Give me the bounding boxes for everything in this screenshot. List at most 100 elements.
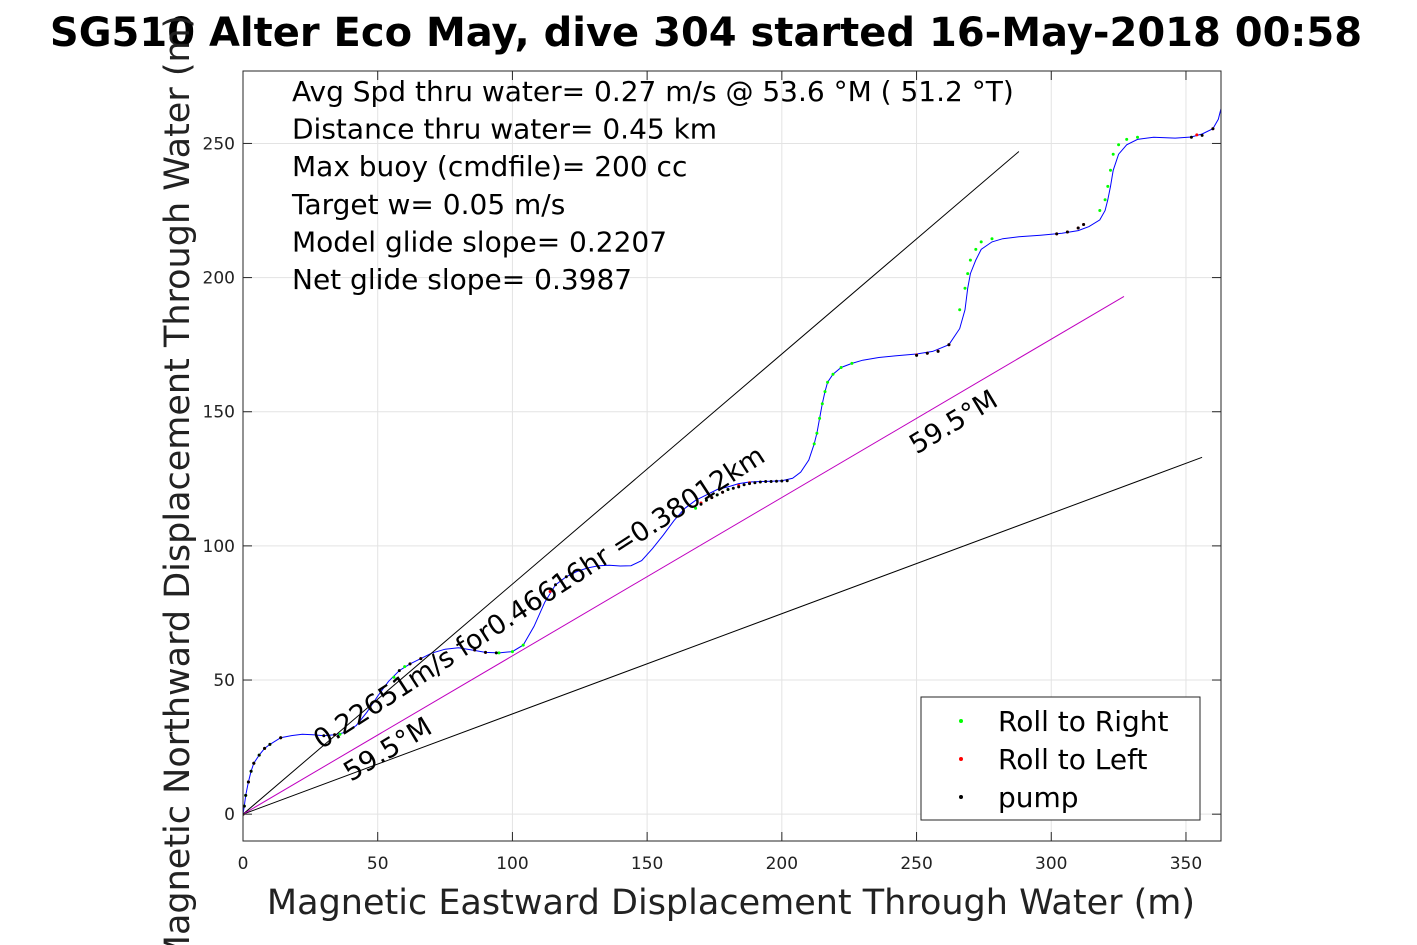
- pump-marker: [915, 353, 919, 357]
- plot-markers: [243, 127, 1215, 816]
- stat-line: Target w= 0.05 m/s: [291, 188, 565, 221]
- pump-marker: [397, 669, 401, 673]
- roll-right-marker: [510, 650, 514, 654]
- pump-marker: [473, 648, 477, 652]
- roll-right-marker: [958, 308, 962, 312]
- series-line-1: [243, 151, 1020, 815]
- roll-right-marker: [966, 272, 970, 276]
- pump-marker: [559, 579, 563, 583]
- roll-right-marker: [1109, 168, 1112, 172]
- pump-marker: [775, 479, 778, 483]
- series-line-2: [243, 456, 1203, 815]
- pump-marker: [484, 650, 487, 654]
- roll-right-marker: [818, 416, 822, 420]
- roll-left-marker: [548, 590, 552, 593]
- pump-marker: [554, 583, 557, 587]
- stat-line: Model glide slope= 0.2207: [292, 225, 667, 258]
- pump-marker: [1065, 230, 1069, 234]
- roll-right-marker: [497, 651, 501, 655]
- x-tick-label: 350: [1170, 854, 1202, 874]
- roll-right-marker: [403, 665, 407, 669]
- stats-block: Avg Spd thru water= 0.27 m/s @ 53.6 °M (…: [291, 75, 1014, 296]
- y-tick-label: 200: [203, 269, 235, 289]
- x-tick-label: 250: [900, 854, 932, 874]
- roll-right-marker: [812, 442, 816, 446]
- pump-marker: [257, 753, 261, 757]
- legend-swatch: [959, 795, 963, 799]
- roll-right-marker: [823, 390, 827, 394]
- pump-marker: [263, 746, 267, 750]
- pump-marker: [322, 734, 326, 738]
- pump-marker: [408, 662, 412, 666]
- pump-marker: [494, 651, 498, 655]
- stat-line: Distance thru water= 0.45 km: [292, 113, 717, 146]
- roll-right-marker: [815, 431, 819, 435]
- chart-title: SG510 Alter Eco May, dive 304 started 16…: [50, 10, 1362, 56]
- x-tick-label: 300: [1035, 854, 1067, 874]
- pump-marker: [721, 490, 725, 494]
- pump-marker: [737, 485, 741, 489]
- grid-lines: [242, 71, 1221, 841]
- x-tick-label: 0: [238, 854, 249, 874]
- roll-right-marker: [979, 240, 983, 244]
- legend-swatch: [959, 757, 963, 761]
- legend-swatch: [959, 719, 963, 723]
- roll-right-marker: [850, 361, 854, 365]
- pump-marker: [252, 761, 256, 765]
- y-tick-label: 50: [213, 671, 235, 691]
- pump-marker: [333, 733, 337, 737]
- pump-marker: [1189, 135, 1193, 139]
- y-tick-label: 250: [203, 134, 235, 154]
- pump-marker: [1211, 127, 1215, 131]
- plot-frame: [242, 70, 1222, 842]
- pump-marker: [1076, 226, 1080, 230]
- roll-right-marker: [338, 732, 342, 736]
- pump-marker: [769, 480, 773, 483]
- pump-marker: [279, 736, 283, 740]
- y-tick-label: 150: [203, 403, 235, 423]
- y-tick-label: 0: [224, 805, 235, 825]
- pump-marker: [780, 479, 784, 483]
- legend-box: [920, 696, 1201, 821]
- pump-marker: [925, 351, 929, 355]
- roll-right-marker: [392, 675, 396, 679]
- x-tick-label: 150: [631, 854, 663, 874]
- pump-marker: [710, 496, 714, 500]
- pump-marker: [753, 481, 757, 485]
- roll-right-marker: [694, 506, 698, 510]
- legend-entry: Roll to Left: [998, 743, 1147, 776]
- roll-left-marker: [1195, 133, 1199, 137]
- pump-marker: [704, 498, 708, 502]
- roll-right-marker: [826, 380, 830, 384]
- axis-ticks: 0 50 100 150 200 250 300 350 0 50 100 150 200 250: [203, 71, 1221, 874]
- pump-marker: [570, 572, 574, 576]
- pump-marker: [564, 575, 568, 579]
- roll-right-marker: [839, 366, 843, 369]
- roll-right-marker: [1103, 198, 1107, 202]
- stat-line: Avg Spd thru water= 0.27 m/s @ 53.6 °M (…: [292, 75, 1014, 108]
- pump-marker: [936, 349, 940, 353]
- pump-marker: [249, 769, 253, 773]
- pump-marker: [764, 480, 768, 483]
- x-tick-label: 50: [367, 854, 389, 874]
- y-tick-label: 100: [203, 537, 235, 557]
- pump-marker: [785, 479, 789, 483]
- pump-marker: [1055, 232, 1059, 236]
- roll-right-marker: [1125, 137, 1129, 141]
- roll-right-marker: [521, 643, 525, 647]
- x-tick-label: 100: [496, 854, 528, 874]
- roll-right-marker: [1098, 209, 1102, 212]
- pump-marker: [244, 793, 248, 797]
- roll-right-marker: [1117, 143, 1121, 147]
- legend-entry: Roll to Right: [998, 705, 1169, 738]
- roll-right-marker: [1111, 152, 1115, 156]
- pump-marker: [726, 488, 730, 491]
- y-axis-label: Magnetic Northward Displacement Through …: [158, 15, 198, 945]
- roll-right-marker: [831, 372, 835, 376]
- pump-marker: [1082, 223, 1086, 226]
- roll-right-marker: [974, 247, 978, 251]
- roll-right-marker: [820, 402, 824, 406]
- roll-right-marker: [1136, 135, 1139, 139]
- pump-marker: [742, 483, 746, 487]
- pump-marker: [419, 657, 423, 661]
